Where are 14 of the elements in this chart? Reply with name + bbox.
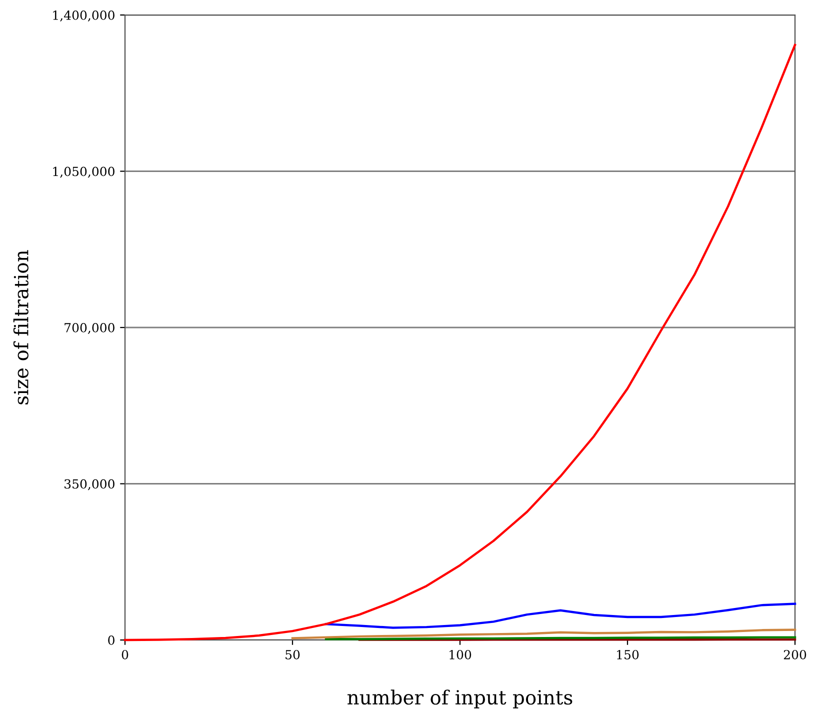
y-tick-label: 700,000 <box>64 322 114 334</box>
x-tick-label: 200 <box>784 650 806 660</box>
line-series <box>291 628 796 640</box>
x-tick-label: 0 <box>122 650 128 660</box>
y-tick-label: 0 <box>108 635 114 645</box>
y-axis-title: size of filtration <box>13 250 28 404</box>
y-tick-label: 350,000 <box>64 479 114 490</box>
y-tick-label: 1,400,000 <box>53 10 114 22</box>
line-series <box>324 602 796 629</box>
x-tick-label: 100 <box>450 650 472 660</box>
y-tick-label: 1,050,000 <box>53 166 114 178</box>
x-tick-label: 150 <box>617 650 639 660</box>
x-tick-label: 50 <box>286 650 300 660</box>
x-axis-title: number of input points <box>348 690 572 708</box>
